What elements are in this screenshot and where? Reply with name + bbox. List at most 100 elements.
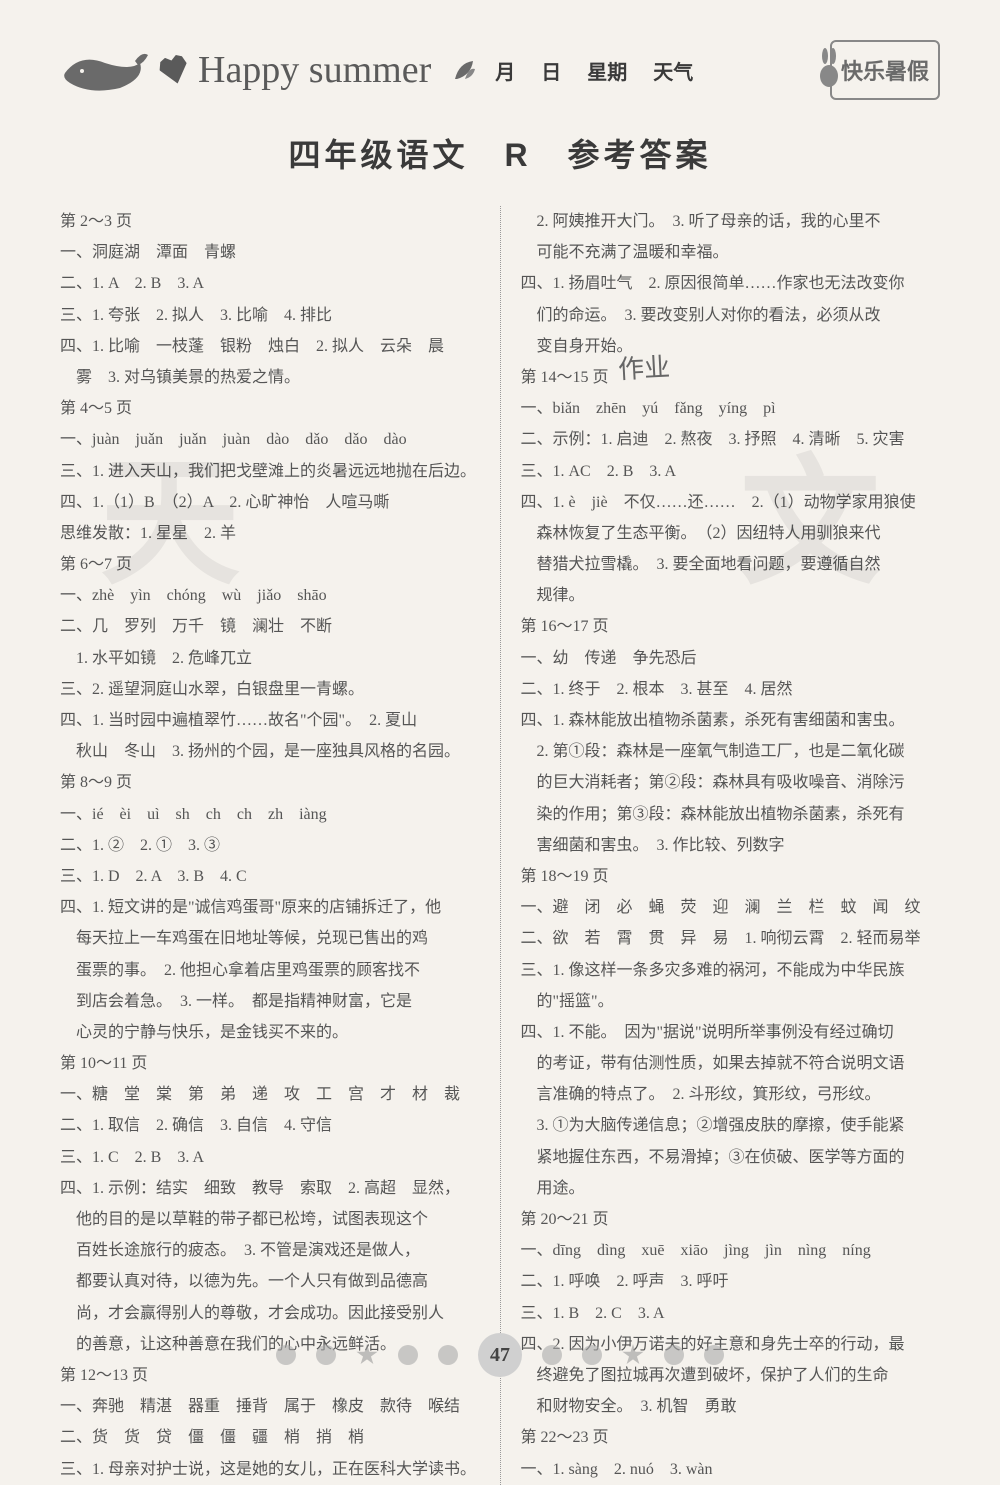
text-line: 的考证，带有估测性质，如果去掉就不符合说明文语 [521, 1048, 941, 1079]
text-line: 思维发散：1. 星星 2. 羊 [60, 518, 480, 549]
text-line: 三、1. 夸张 2. 拟人 3. 比喻 4. 排比 [60, 300, 480, 331]
text-line: 变自身开始。 [521, 331, 941, 362]
stamp-badge: 快乐暑假 [830, 40, 940, 100]
text-line: 三、1. 进入天山，我们把戈壁滩上的炎暑远远地抛在后边。 [60, 456, 480, 487]
footer-star-icon [622, 1344, 644, 1366]
text-line: 四、1. 短文讲的是"诚信鸡蛋哥"原来的店铺拆迁了，他 [60, 892, 480, 923]
text-line: 害细菌和害虫。 3. 作比较、列数字 [521, 830, 941, 861]
text-line: 二、1. 终于 2. 根本 3. 甚至 4. 居然 [521, 674, 941, 705]
text-line: 和财物安全。 3. 机智 勇敢 [521, 1391, 941, 1422]
text-line: 三、1. 母亲对护士说，这是她的女儿，正在医科大学读书。 [60, 1454, 480, 1485]
footer-deco-icon [438, 1345, 458, 1365]
text-line: 他的目的是以草鞋的带子都已松垮，试图表现这个 [60, 1204, 480, 1235]
text-line: 一、dīng dìng xuē xiāo jìng jìn nìng níng [521, 1235, 941, 1266]
text-line: 尚，才会赢得别人的尊敬，才会成功。因此接受别人 [60, 1298, 480, 1329]
text-line: 规律。 [521, 580, 941, 611]
footer-deco-icon [664, 1345, 684, 1365]
text-line: 二、1. 呼唤 2. 呼声 3. 呼吁 [521, 1266, 941, 1297]
text-line: 二、1. 取信 2. 确信 3. 自信 4. 守信 [60, 1110, 480, 1141]
page-number: 47 [478, 1333, 522, 1377]
text-line: 第 2～3 页 [60, 206, 480, 237]
text-line: 四、1. 森林能放出植物杀菌素，杀死有害细菌和害虫。 [521, 705, 941, 736]
text-line: 可能不充满了温暖和幸福。 [521, 237, 941, 268]
text-line: 二、1. A 2. B 3. A [60, 268, 480, 299]
footer-deco-icon [276, 1345, 296, 1365]
text-line: 的"摇篮"。 [521, 986, 941, 1017]
text-line: 二、示例：1. 启迪 2. 熬夜 3. 抒照 4. 清晰 5. 灾害 [521, 424, 941, 455]
text-line: 一、洞庭湖 潭面 青螺 [60, 237, 480, 268]
stamp-text: 快乐暑假 [841, 54, 929, 86]
content-columns: 第 2～3 页一、洞庭湖 潭面 青螺二、1. A 2. B 3. A三、1. 夸… [60, 206, 940, 1485]
text-line: 四、1. è jiè 不仅……还…… 2.（1）动物学家用狼使 [521, 487, 941, 518]
text-line: 2. 第①段：森林是一座氧气制造工厂，也是二氧化碳 [521, 736, 941, 767]
page-footer: 47 [0, 1333, 1000, 1377]
bunny-icon [818, 48, 840, 88]
text-line: 三、1. AC 2. B 3. A [521, 456, 941, 487]
text-line: 四、1. 扬眉吐气 2. 原因很简单……作家也无法改变你 [521, 268, 941, 299]
text-line: 三、1. C 2. B 3. A [60, 1142, 480, 1173]
text-line: 百姓长途旅行的疲态。 3. 不管是演戏还是做人， [60, 1235, 480, 1266]
text-line: 第 16～17 页 [521, 611, 941, 642]
text-line: 们的命运。 3. 要改变别人对你的看法，必须从改 [521, 300, 941, 331]
text-line: 的巨大消耗者；第②段：森林具有吸收噪音、消除污 [521, 767, 941, 798]
text-line: 蛋票的事。 2. 他担心拿着店里鸡蛋票的顾客找不 [60, 955, 480, 986]
text-line: 第 20～21 页 [521, 1204, 941, 1235]
text-line: 1. 水平如镜 2. 危峰兀立 [60, 643, 480, 674]
text-line: 言准确的特点了。 2. 斗形纹，箕形纹，弓形纹。 [521, 1079, 941, 1110]
text-line: 三、1. B 2. C 3. A [521, 1298, 941, 1329]
text-line: 四、1.（1）B （2）A 2. 心旷神怡 人喧马嘶 [60, 487, 480, 518]
text-line: 第 8～9 页 [60, 767, 480, 798]
text-line: 雾 3. 对乌镇美景的热爱之情。 [60, 362, 480, 393]
header-field-month: 月 [495, 56, 515, 85]
footer-star-icon [356, 1344, 378, 1366]
header-field-day: 日 [541, 56, 561, 85]
right-column: 2. 阿姨推开大门。 3. 听了母亲的话，我的心里不 可能不充满了温暖和幸福。四… [521, 206, 941, 1485]
text-line: 心灵的宁静与快乐，是金钱买不来的。 [60, 1017, 480, 1048]
footer-deco-icon [582, 1345, 602, 1365]
text-line: 森林恢复了生态平衡。 （2）因纽特人用驯狼来代 [521, 518, 941, 549]
hand-annotation: 作业 [617, 347, 671, 387]
text-line: 一、1. sàng 2. nuó 3. wàn [521, 1454, 941, 1485]
leaf-icon [451, 57, 477, 83]
text-line: 第 10～11 页 [60, 1048, 480, 1079]
text-line: 二、1. ② 2. ① 3. ③ [60, 830, 480, 861]
column-divider [500, 206, 501, 1485]
text-line: 三、1. 像这样一条多灾多难的祸河，不能成为中华民族 [521, 955, 941, 986]
text-line: 第 4～5 页 [60, 393, 480, 424]
text-line: 替猎犬拉雪橇。 3. 要全面地看问题，要遵循自然 [521, 549, 941, 580]
text-line: 秋山 冬山 3. 扬州的个园，是一座独具风格的名园。 [60, 736, 480, 767]
text-line: 3. ①为大脑传递信息；②增强皮肤的摩擦，使手能紧 [521, 1110, 941, 1141]
text-line: 三、2. 遥望洞庭山水翠，白银盘里一青螺。 [60, 674, 480, 705]
page-container: 天 文 Happy summer 月 日 星期 天气 快乐暑假 四年级语文 R … [0, 0, 1000, 1395]
text-line: 第 6～7 页 [60, 549, 480, 580]
text-line: 一、避 闭 必 蝇 荧 迎 澜 兰 栏 蚊 闻 纹 [521, 892, 941, 923]
heart-icon [157, 53, 191, 87]
header-field-weather: 天气 [653, 56, 693, 85]
text-line: 每天拉上一车鸡蛋在旧地址等候，兑现已售出的鸡 [60, 923, 480, 954]
text-line: 一、juàn juǎn juǎn juàn dào dǎo dǎo dào [60, 424, 480, 455]
text-line: 染的作用；第③段：森林能放出植物杀菌素，杀死有 [521, 799, 941, 830]
text-line: 二、几 罗列 万千 镜 澜壮 不断 [60, 611, 480, 642]
text-line: 紧地握住东西，不易滑掉；③在侦破、医学等方面的 [521, 1142, 941, 1173]
text-line: 二、货 货 贷 僵 僵 疆 梢 捎 梢 [60, 1422, 480, 1453]
footer-deco-icon [542, 1345, 562, 1365]
text-line: 一、奔驰 精湛 器重 捶背 属于 橡皮 款待 喉结 [60, 1391, 480, 1422]
left-column: 第 2～3 页一、洞庭湖 潭面 青螺二、1. A 2. B 3. A三、1. 夸… [60, 206, 480, 1485]
text-line: 二、欲 若 霄 贯 异 易 1. 响彻云霄 2. 轻而易举 [521, 923, 941, 954]
text-line: 都要认真对待，以德为先。一个人只有做到品德高 [60, 1266, 480, 1297]
text-line: 第 22～23 页 [521, 1422, 941, 1453]
text-line: 一、糖 堂 棠 第 弟 递 攻 工 宫 才 材 裁 [60, 1079, 480, 1110]
text-line: 2. 阿姨推开大门。 3. 听了母亲的话，我的心里不 [521, 206, 941, 237]
text-line: 四、1. 示例：结实 细致 教导 索取 2. 高超 显然， [60, 1173, 480, 1204]
text-line: 一、biǎn zhēn yú fǎng yíng pì [521, 393, 941, 424]
text-line: 一、幼 传递 争先恐后 [521, 643, 941, 674]
text-line: 到店会着急。 3. 一样。 都是指精神财富，它是 [60, 986, 480, 1017]
text-line: 三、1. D 2. A 3. B 4. C [60, 861, 480, 892]
text-line: 四、1. 不能。 因为"据说"说明所举事例没有经过确切 [521, 1017, 941, 1048]
page-header: Happy summer 月 日 星期 天气 快乐暑假 [60, 30, 940, 110]
text-line: 四、1. 比喻 一枝蓬 银粉 烛白 2. 拟人 云朵 晨 [60, 331, 480, 362]
main-title: 四年级语文 R 参考答案 [60, 130, 940, 176]
text-line: 第 14～15 页 [521, 362, 941, 393]
whale-icon [60, 43, 150, 98]
header-field-weekday: 星期 [587, 56, 627, 85]
